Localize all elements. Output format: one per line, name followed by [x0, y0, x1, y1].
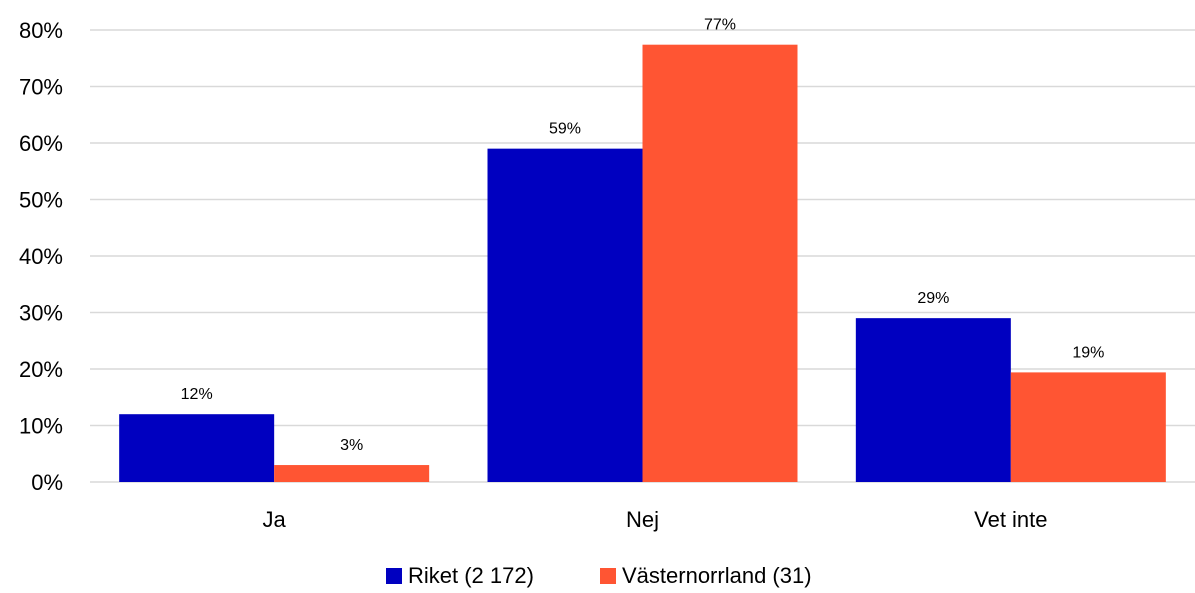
bar-nej-series-0	[487, 148, 643, 482]
data-label: 12%	[181, 386, 213, 403]
legend-swatch-vasternorrland	[600, 568, 616, 584]
bar-nej-series-1	[642, 44, 798, 482]
y-tick-label: 60%	[19, 131, 63, 156]
y-tick-label: 50%	[19, 188, 63, 213]
y-tick-label: 0%	[31, 470, 63, 495]
legend-label-vasternorrland: Västernorrland (31)	[622, 563, 812, 588]
y-tick-label: 20%	[19, 357, 63, 382]
bars	[119, 44, 1166, 482]
category-label: Vet inte	[974, 507, 1047, 532]
category-label: Nej	[626, 507, 659, 532]
bar-vet-inte-series-0	[855, 318, 1011, 482]
legend-label-riket: Riket (2 172)	[408, 563, 534, 588]
bar-ja-series-0	[119, 414, 275, 482]
data-label: 3%	[340, 437, 363, 454]
y-tick-label: 80%	[19, 18, 63, 43]
y-tick-label: 10%	[19, 414, 63, 439]
category-label: Ja	[263, 507, 287, 532]
data-label: 59%	[549, 121, 581, 138]
bar-ja-series-1	[274, 465, 430, 482]
y-tick-label: 30%	[19, 301, 63, 326]
legend: Riket (2 172) Västernorrland (31)	[386, 563, 812, 588]
legend-swatch-riket	[386, 568, 402, 584]
y-axis-tick-labels: 0% 10% 20% 30% 40% 50% 60% 70% 80%	[19, 18, 63, 495]
x-axis-category-labels: Ja Nej Vet inte	[263, 507, 1048, 532]
y-tick-label: 70%	[19, 75, 63, 100]
data-labels: 12% 3% 59% 77% 29% 19%	[181, 17, 1105, 454]
y-tick-label: 40%	[19, 244, 63, 269]
data-label: 19%	[1072, 344, 1104, 361]
data-label: 29%	[917, 290, 949, 307]
data-label: 77%	[704, 17, 736, 34]
bar-vet-inte-series-1	[1010, 372, 1166, 482]
